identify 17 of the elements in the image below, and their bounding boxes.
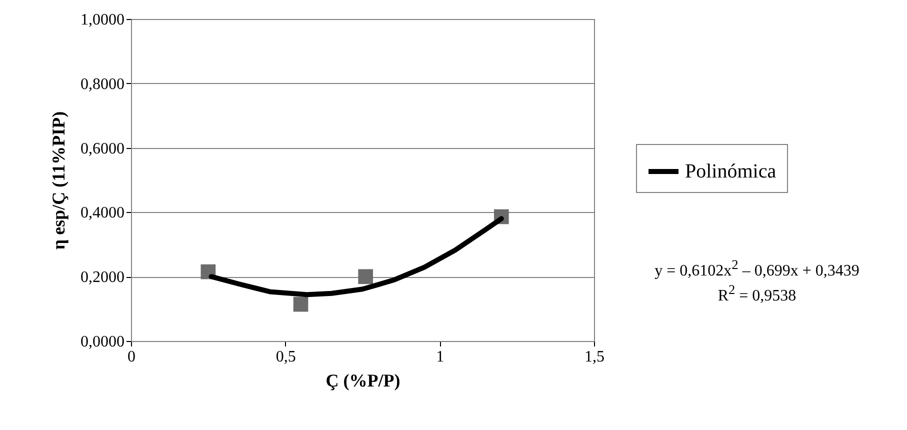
x-tick-label: 0: [128, 348, 136, 366]
text: R$^{2}$ = 0,9538: [716, 281, 798, 306]
point: [293, 296, 308, 312]
y-tick-label: 0,6000: [80, 140, 124, 158]
y-tick-label: 0,2000: [80, 269, 124, 286]
x-tick-label: 0,5: [276, 348, 296, 366]
y-tick-label: 0,4000: [80, 204, 124, 222]
x-tick-label: 1,5: [584, 348, 604, 366]
legend-label: Polinómica: [685, 160, 776, 182]
x-tick-label: 1: [436, 348, 444, 366]
point: [358, 269, 374, 284]
y-tick-label: 1,0000: [80, 12, 124, 28]
text: y = 0,6102x$^{2}$ – 0,699x + 0,3439: [654, 256, 860, 280]
y-tick-label: 0,0000: [80, 334, 124, 350]
x-axis-title: Ç (%P/P): [326, 370, 400, 390]
y-tick-label: 0,8000: [80, 76, 124, 93]
y-axis-title: η esp/Ç (11%PIP): [48, 111, 68, 250]
